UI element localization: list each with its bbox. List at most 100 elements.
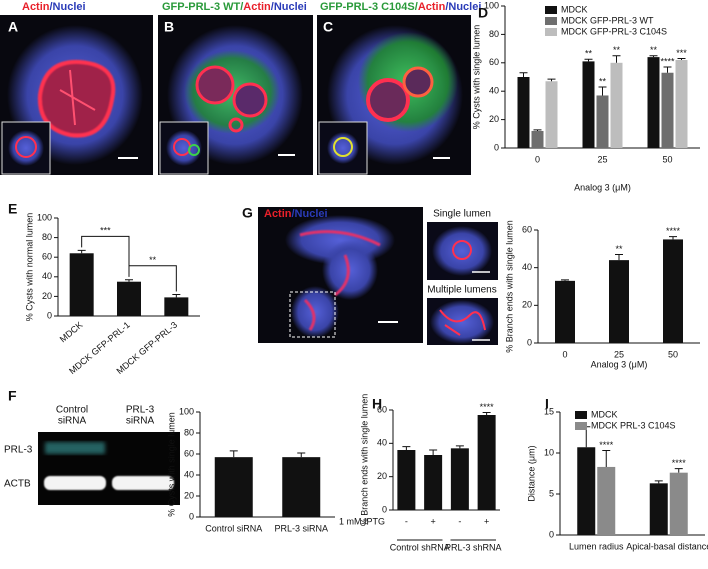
lane-label: Control — [56, 405, 88, 416]
error-bar — [455, 445, 464, 449]
y-tick-label: 100 — [179, 406, 194, 416]
group-label: PRL-3 shRNA — [445, 542, 502, 552]
x-tick-label: Control siRNA — [205, 523, 262, 533]
y-tick-label: 20 — [522, 300, 532, 310]
label-part: /Nuclei — [271, 1, 307, 13]
image-label: GFP-PRL-3 C104S/Actin/Nuclei — [320, 1, 481, 13]
bar — [397, 450, 416, 510]
y-tick-label: 80 — [42, 232, 52, 242]
y-axis-label: % Cysts with single lumen — [166, 412, 176, 517]
bar — [597, 466, 616, 535]
row-label: PRL-3 — [4, 445, 33, 456]
significance: **** — [599, 440, 614, 450]
legend-label: MDCK — [591, 409, 618, 419]
western-blot — [38, 432, 180, 505]
legend-label: MDCK PRL-3 C104S — [591, 420, 676, 430]
inset-label: Single lumen — [433, 209, 491, 220]
group-label: Control shRNA — [390, 542, 450, 552]
x-tick-label: 50 — [668, 349, 678, 359]
significance: *** — [676, 48, 687, 58]
error-bar — [547, 78, 556, 82]
x-axis-label: Analog 3 (μM) — [591, 359, 648, 369]
label-part: GFP-PRL-3 WT/ — [162, 1, 243, 13]
error-bar — [584, 58, 593, 62]
error-bar — [602, 450, 611, 467]
x-tick-label: - — [405, 516, 408, 526]
y-axis-label: Distance (μm) — [526, 445, 536, 501]
legend-swatch — [575, 411, 587, 419]
lane-label: PRL-3 — [126, 405, 155, 416]
significance: **** — [666, 226, 681, 236]
x-tick-label: PRL-3 siRNA — [274, 523, 328, 533]
y-tick-label: 60 — [184, 448, 194, 458]
bracket — [81, 235, 130, 277]
significance: ** — [615, 244, 623, 254]
error-bar — [229, 450, 238, 458]
bar — [164, 297, 189, 316]
bar — [609, 260, 629, 343]
y-tick-label: 10 — [544, 447, 554, 457]
error-bar — [677, 58, 686, 60]
bar — [69, 253, 94, 316]
micrograph-b — [158, 15, 313, 175]
label-part: Actin — [22, 1, 50, 13]
x-tick-label: + — [484, 516, 489, 526]
x-tick-label: 50 — [662, 154, 672, 164]
error-bar — [429, 449, 438, 455]
image-label: Actin/Nuclei — [22, 1, 86, 13]
micrograph-c — [317, 15, 471, 175]
x-tick-label: MDCK — [58, 320, 85, 345]
error-bar — [297, 452, 306, 458]
error-bar — [654, 480, 663, 484]
y-tick-label: 0 — [47, 310, 52, 320]
row-label: 1 mM IPTG — [339, 516, 385, 526]
significance: **** — [672, 458, 687, 468]
panel-letter: F — [8, 388, 17, 404]
label-part: Actin — [264, 208, 292, 220]
y-tick-label: 20 — [42, 291, 52, 301]
label-part: /Nuclei — [292, 208, 328, 220]
significance: **** — [480, 402, 495, 412]
y-tick-label: 60 — [42, 252, 52, 262]
bar — [669, 472, 688, 535]
error-bar — [663, 66, 672, 73]
y-tick-label: 40 — [522, 262, 532, 272]
bar — [647, 57, 660, 149]
y-tick-label: 20 — [184, 490, 194, 500]
legend-label: MDCK GFP-PRL-3 C104S — [561, 26, 667, 36]
y-axis-label: % Branch ends with single lumen — [359, 394, 369, 527]
bar — [555, 280, 575, 343]
legend-swatch — [545, 17, 557, 25]
panel-letter: G — [242, 205, 253, 221]
bracket — [128, 265, 177, 292]
significance: ** — [599, 76, 607, 86]
micrograph-g — [258, 207, 498, 345]
y-tick-label: 15 — [544, 406, 554, 416]
bar — [517, 77, 530, 148]
y-tick-label: 40 — [42, 271, 52, 281]
panel-letter: E — [8, 201, 17, 217]
error-bar — [674, 468, 683, 473]
error-bar — [612, 55, 621, 63]
bar — [675, 59, 688, 148]
legend-label: MDCK — [561, 4, 588, 14]
y-tick-label: 40 — [184, 469, 194, 479]
error-bar — [598, 86, 607, 96]
y-tick-label: 40 — [377, 438, 387, 448]
error-bar — [561, 279, 569, 281]
bar — [545, 81, 558, 148]
inset-label: Multiple lumens — [427, 285, 496, 296]
row-label: ACTB — [4, 479, 31, 490]
bar — [117, 281, 141, 316]
y-axis-label: % Cysts with single lumen — [471, 25, 481, 130]
y-tick-label: 60 — [489, 57, 499, 67]
bar — [649, 483, 668, 535]
bar — [450, 448, 469, 510]
panel-letter: D — [478, 5, 488, 21]
bracket-label: *** — [100, 226, 111, 236]
x-tick-label: + — [430, 516, 435, 526]
image-label: Actin/Nuclei — [264, 208, 328, 220]
legend-label: MDCK GFP-PRL-3 WT — [561, 15, 654, 25]
panel-letter: H — [372, 396, 382, 412]
